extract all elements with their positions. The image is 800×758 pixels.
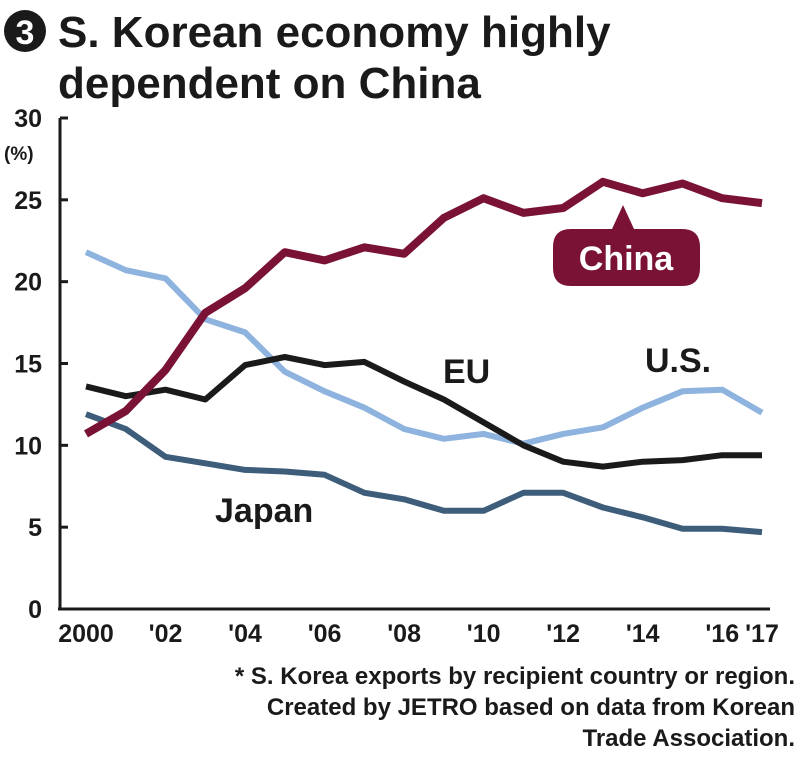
x-tick-label-2000: 2000 (58, 620, 114, 648)
number-badge-circle (4, 10, 46, 52)
series-label-japan: Japan (215, 492, 313, 530)
y-axis-unit-label: (%) (4, 144, 34, 165)
series-label-china: China (579, 240, 675, 278)
x-tick-label-2014: '14 (626, 620, 660, 648)
series-line-china (84, 177, 763, 438)
x-tick-label-2012: '12 (546, 620, 580, 648)
x-tick-label-2006: '06 (308, 620, 342, 648)
series-line-u-s (84, 249, 764, 447)
footnote-line-1: * S. Korea exports by recipient country … (235, 663, 795, 690)
series-line-eu (85, 354, 762, 470)
china-callout: China (553, 205, 700, 286)
x-tick-label-2017: '17 (745, 620, 779, 648)
chart-title: 3 S. Korean economy highly dependent on … (4, 8, 611, 108)
y-tick-label-0: 0 (28, 596, 42, 624)
y-tick-label-15: 15 (14, 351, 42, 379)
footnote-line-3: Trade Association. (582, 725, 795, 752)
x-axis-ticks: 2000 '02 '04 '06 '08 '10 '12 '14 '16'17 (58, 620, 779, 648)
y-tick-label-10: 10 (14, 432, 42, 460)
x-tick-label-2016: '16 (705, 620, 739, 648)
series-label-us: U.S. (645, 342, 711, 380)
footnote-line-2: Created by JETRO based on data from Kore… (267, 694, 795, 721)
series-label-eu: EU (443, 353, 490, 391)
y-tick-label-25: 25 (14, 187, 42, 215)
series-line-japan (84, 411, 763, 536)
china-callout-box (553, 205, 700, 286)
y-tick-label-5: 5 (28, 514, 42, 542)
x-tick-label-2010: '10 (467, 620, 501, 648)
x-tick-label-2002: '02 (149, 620, 183, 648)
x-tick-label-2004: '04 (228, 620, 262, 648)
x-tick-label-2008: '08 (387, 620, 421, 648)
y-tick-label-30: 30 (14, 105, 42, 133)
y-tick-label-20: 20 (14, 269, 42, 297)
number-badge-text: 3 (16, 14, 35, 52)
title-line-1: S. Korean economy highly (58, 8, 611, 57)
y-axis-ticks: 0 5 10 15 20 25 30 (14, 105, 68, 624)
series-lines (84, 177, 764, 536)
title-line-2: dependent on China (58, 59, 481, 108)
